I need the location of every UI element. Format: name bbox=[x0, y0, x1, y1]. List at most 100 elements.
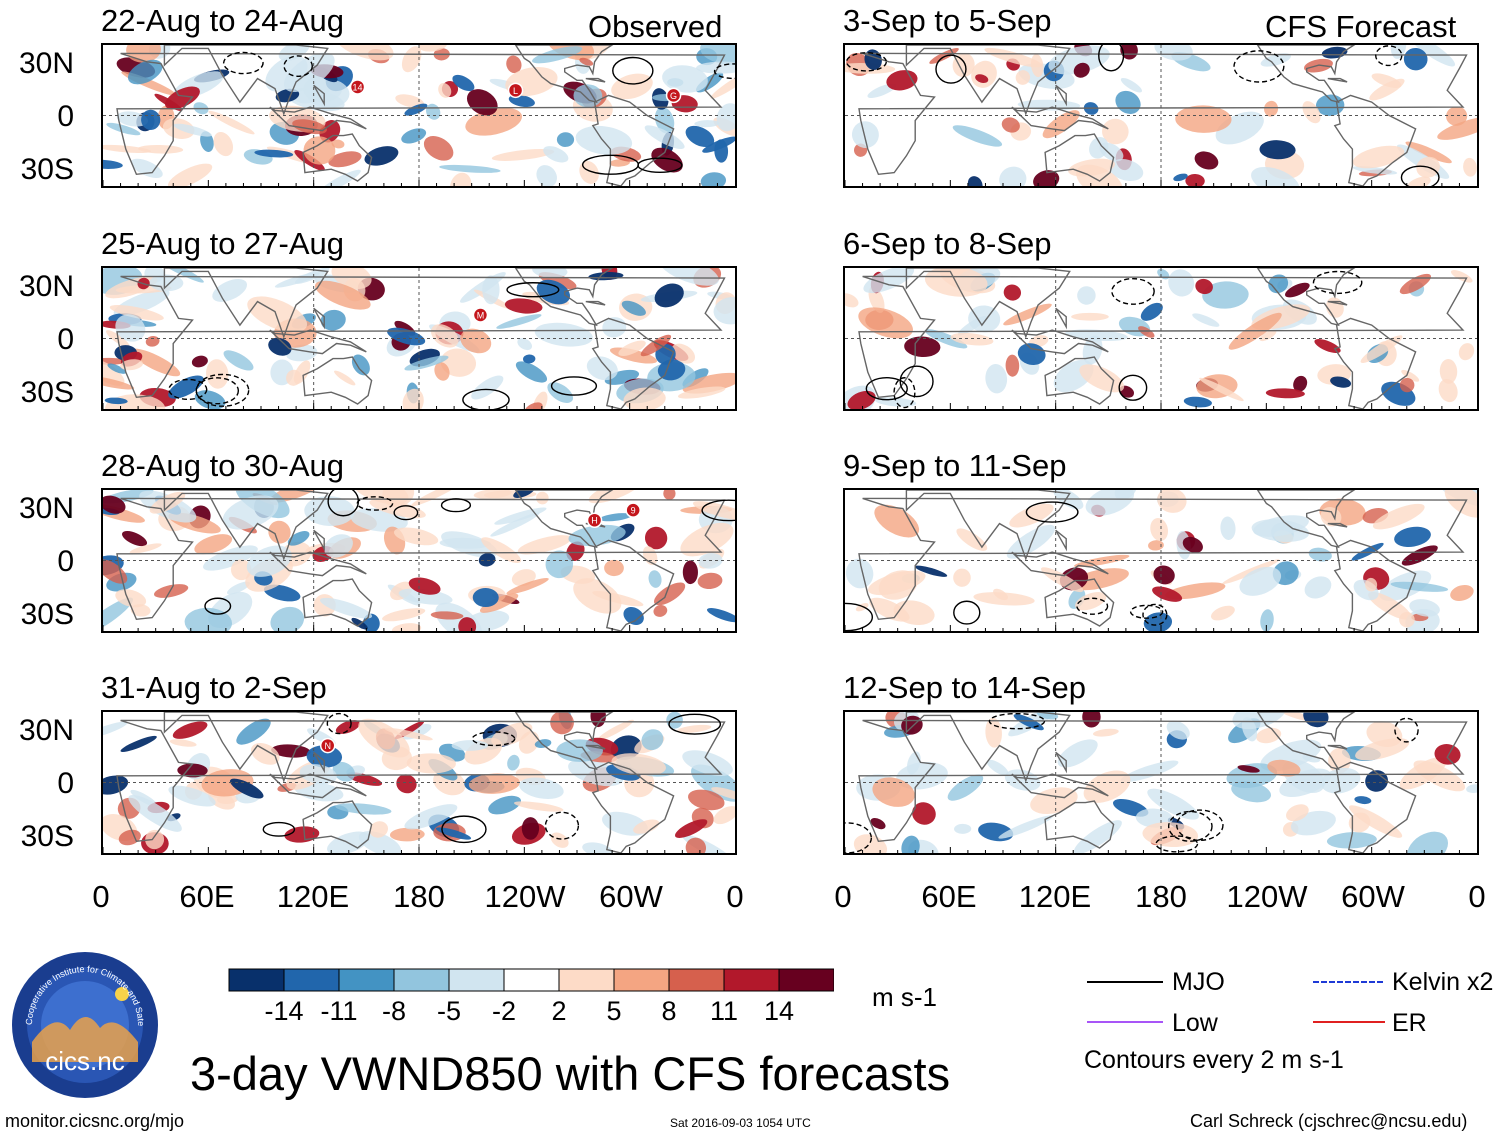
coastline bbox=[1256, 490, 1356, 549]
mjo-contour bbox=[550, 376, 598, 396]
anomaly-negative bbox=[471, 375, 504, 400]
anomaly-positive bbox=[536, 491, 549, 505]
colorbar-swatch bbox=[613, 968, 670, 992]
anomaly-negative bbox=[194, 390, 226, 409]
storm-marker: 9 bbox=[625, 502, 641, 518]
colorbar-tick-label: 5 bbox=[606, 996, 622, 1026]
anomaly-positive bbox=[1222, 559, 1280, 585]
anomaly-positive bbox=[1182, 536, 1203, 553]
coastline bbox=[1333, 761, 1417, 853]
coastline bbox=[1055, 529, 1067, 552]
lat-label-30s: 30S bbox=[20, 598, 74, 631]
map-panel-observed-2: M bbox=[101, 266, 737, 411]
anomaly-positive bbox=[1033, 170, 1060, 186]
anomaly-positive bbox=[651, 147, 683, 173]
anomaly-positive bbox=[1348, 812, 1371, 833]
anomaly-positive bbox=[1399, 611, 1415, 628]
mjo-contour bbox=[544, 811, 580, 840]
anomaly-positive bbox=[1157, 490, 1187, 513]
anomaly-negative bbox=[543, 146, 569, 163]
lat-label-30n: 30N bbox=[18, 492, 74, 525]
anomaly-negative bbox=[452, 74, 475, 92]
colorbar-tick-label: -2 bbox=[491, 996, 516, 1026]
anomaly-negative bbox=[1279, 768, 1331, 798]
coastline bbox=[269, 106, 367, 132]
colorbar bbox=[228, 968, 834, 992]
footer-url[interactable]: monitor.cicsnc.org/mjo bbox=[5, 1111, 185, 1131]
anomaly-positive bbox=[596, 719, 634, 741]
anomaly-positive bbox=[604, 559, 624, 577]
anomaly-negative bbox=[320, 597, 373, 619]
anomaly-positive bbox=[975, 74, 989, 84]
coastline bbox=[514, 268, 614, 327]
mjo-contour bbox=[1375, 45, 1403, 67]
panel-title: 9-Sep to 11-Sep bbox=[843, 448, 1067, 483]
anomaly-negative bbox=[229, 778, 264, 799]
anomaly-negative bbox=[1304, 576, 1332, 599]
anomaly-positive bbox=[1437, 116, 1477, 140]
anomaly-positive bbox=[1005, 354, 1020, 377]
anomaly-negative bbox=[120, 735, 157, 753]
anomaly-positive bbox=[109, 304, 164, 321]
anomaly-negative bbox=[621, 300, 646, 316]
anomaly-positive bbox=[1401, 369, 1420, 382]
anomaly-negative bbox=[532, 268, 568, 279]
anomaly-positive bbox=[504, 298, 543, 314]
anomaly-negative bbox=[1220, 516, 1236, 540]
anomaly-positive bbox=[985, 717, 1002, 748]
coastline bbox=[585, 77, 606, 83]
anomaly-positive bbox=[1372, 503, 1425, 530]
mjo-contour bbox=[462, 388, 510, 409]
anomaly-positive bbox=[491, 149, 555, 161]
coastline bbox=[163, 268, 329, 339]
anomaly-positive bbox=[566, 541, 585, 562]
anomaly-negative bbox=[173, 123, 212, 137]
anomaly-positive bbox=[1082, 712, 1101, 728]
lat-label-eq: 0 bbox=[57, 545, 74, 578]
anomaly-positive bbox=[410, 490, 463, 507]
anomaly-negative bbox=[545, 550, 574, 579]
anomaly-positive bbox=[103, 144, 152, 154]
lon-label: 120E bbox=[1018, 879, 1092, 914]
colorbar-tick-label: 14 bbox=[763, 996, 795, 1026]
anomaly-positive bbox=[904, 336, 941, 358]
anomaly-positive bbox=[328, 151, 362, 168]
anomaly-negative bbox=[986, 759, 1009, 776]
anomaly-positive bbox=[1073, 62, 1090, 78]
colorbar-swatch bbox=[503, 968, 560, 992]
anomaly-positive bbox=[872, 777, 915, 807]
anomaly-positive bbox=[1138, 326, 1155, 338]
anomaly-negative bbox=[103, 159, 123, 169]
anomaly-positive bbox=[1042, 110, 1080, 139]
storm-marker-label: L bbox=[513, 86, 518, 96]
anomaly-negative bbox=[507, 754, 520, 771]
anomaly-negative bbox=[924, 329, 968, 349]
anomaly-positive bbox=[1438, 379, 1458, 403]
coastline bbox=[302, 578, 373, 627]
anomaly-positive bbox=[1302, 101, 1321, 124]
panel-title: 28-Aug to 30-Aug bbox=[101, 448, 345, 483]
anomaly-negative bbox=[1390, 45, 1407, 59]
colorbar-swatch bbox=[228, 968, 285, 992]
anomaly-positive bbox=[1450, 270, 1473, 283]
anomaly-negative bbox=[270, 606, 305, 631]
mjo-contour bbox=[283, 55, 313, 78]
anomaly-positive bbox=[611, 73, 653, 100]
anomaly-negative bbox=[127, 59, 163, 85]
anomaly-negative bbox=[851, 121, 879, 149]
coastline bbox=[313, 84, 325, 107]
column-header-forecast: CFS Forecast bbox=[1265, 9, 1457, 44]
anomaly-negative bbox=[623, 606, 644, 626]
anomaly-positive bbox=[858, 307, 913, 339]
anomaly-positive bbox=[713, 806, 735, 825]
anomaly-negative bbox=[654, 283, 684, 308]
colorbar-tick-label: -8 bbox=[381, 996, 406, 1026]
anomaly-positive bbox=[103, 559, 128, 584]
anomaly-positive bbox=[460, 328, 492, 354]
mjo-contour bbox=[1312, 270, 1363, 295]
anomaly-positive bbox=[1267, 759, 1301, 777]
anomaly-positive bbox=[845, 293, 859, 308]
anomaly-positive bbox=[953, 568, 971, 587]
coastline bbox=[302, 356, 373, 405]
storm-marker: L bbox=[507, 82, 524, 99]
